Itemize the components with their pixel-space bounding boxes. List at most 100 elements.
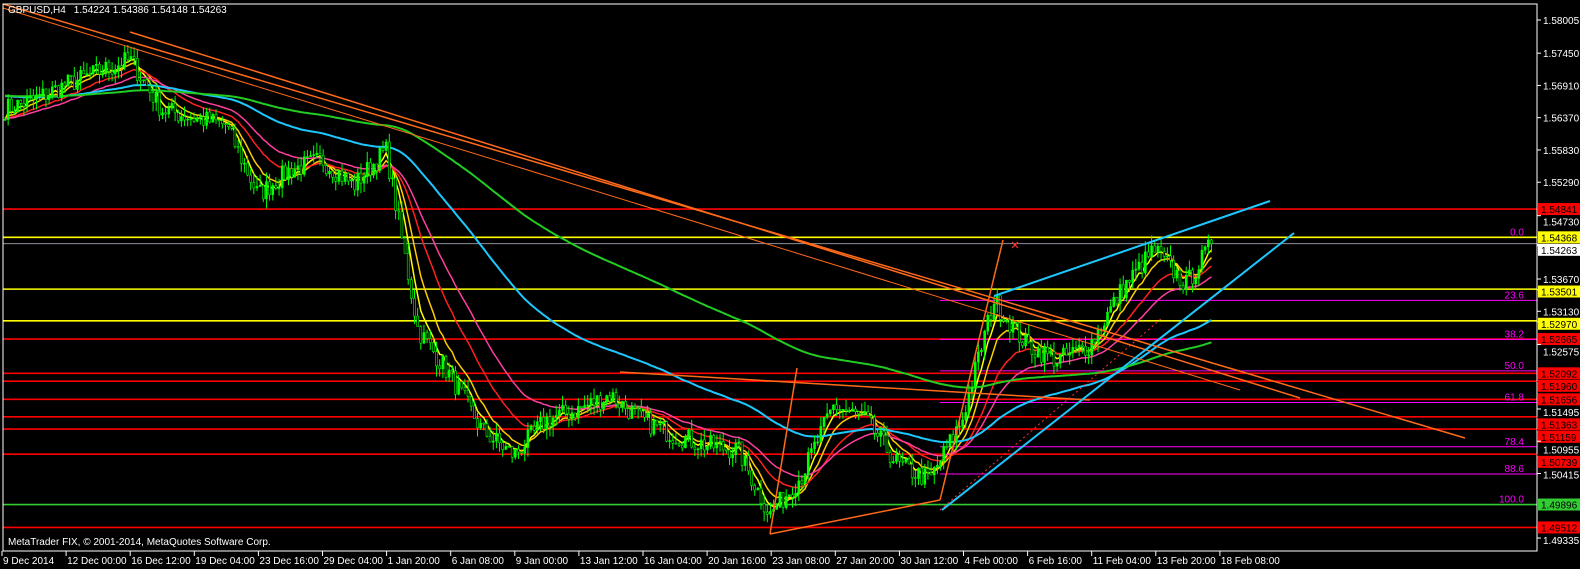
candle[interactable] [214,109,218,124]
trendline[interactable] [129,31,1301,399]
candle[interactable] [422,324,426,345]
candle[interactable] [369,158,372,182]
candle[interactable] [243,157,246,173]
candle[interactable] [964,405,968,429]
candle[interactable] [844,399,848,416]
candle[interactable] [539,411,542,432]
candle[interactable] [803,473,807,488]
candle[interactable] [406,242,410,285]
candle[interactable] [1207,234,1210,255]
candle[interactable] [104,57,108,78]
candle[interactable] [132,47,136,66]
candle[interactable] [977,342,980,370]
candle[interactable] [734,438,738,464]
candle[interactable] [343,169,347,185]
candle[interactable] [277,178,281,196]
candle[interactable] [44,88,48,108]
candle[interactable] [195,115,199,123]
candle[interactable] [1062,344,1065,363]
candle[interactable] [917,467,920,485]
candle[interactable] [810,443,813,459]
candle[interactable] [863,401,867,416]
candle[interactable] [636,405,640,419]
candle[interactable] [438,359,442,377]
candle[interactable] [936,456,939,475]
candle[interactable] [375,163,379,180]
candle[interactable] [709,430,712,450]
candle[interactable] [671,433,675,450]
candle[interactable] [869,406,873,424]
trendline[interactable] [939,317,1163,511]
candle[interactable] [725,449,728,454]
candle[interactable] [926,460,930,480]
candle[interactable] [268,173,271,201]
candle[interactable] [136,49,139,86]
candle[interactable] [712,433,716,453]
candle[interactable] [753,483,757,496]
candle[interactable] [394,177,397,220]
candle[interactable] [192,112,196,123]
candle[interactable] [265,172,268,209]
candle[interactable] [750,469,753,491]
candle[interactable] [806,447,810,480]
candle[interactable] [627,407,631,420]
candle[interactable] [1191,267,1194,293]
candle[interactable] [794,483,797,507]
candle[interactable] [608,391,612,405]
candle[interactable] [441,354,445,379]
candle[interactable] [38,86,41,102]
candle[interactable] [397,200,401,221]
candle[interactable] [658,417,662,432]
candle[interactable] [961,412,964,430]
candle[interactable] [387,133,391,182]
candle[interactable] [674,433,678,445]
candle[interactable] [835,397,838,417]
candle[interactable] [50,81,54,100]
candle[interactable] [347,172,350,185]
candle[interactable] [246,155,249,177]
candle[interactable] [558,403,561,423]
candle[interactable] [595,395,599,414]
candle[interactable] [680,441,684,452]
trendline[interactable] [769,499,941,535]
candle[interactable] [536,415,539,435]
candle[interactable] [362,171,366,193]
candle[interactable] [79,65,82,90]
candle[interactable] [359,163,363,194]
candle[interactable] [416,307,419,327]
candle[interactable] [652,415,656,437]
candle[interactable] [158,90,161,122]
candle[interactable] [1137,252,1141,272]
candle[interactable] [1065,342,1068,356]
candle[interactable] [910,454,914,486]
candle[interactable] [630,402,634,419]
candle[interactable] [920,458,923,486]
candle[interactable] [819,417,823,443]
candle[interactable] [1014,322,1018,328]
candle[interactable] [126,45,130,63]
candle[interactable] [589,392,593,415]
candle[interactable] [47,88,51,105]
candle[interactable] [107,59,111,81]
candle[interactable] [662,421,665,434]
candle[interactable] [617,395,621,417]
candle[interactable] [1147,242,1150,259]
candle[interactable] [1128,279,1131,292]
candle[interactable] [469,395,473,412]
candle[interactable] [473,400,476,420]
candle[interactable] [765,504,769,523]
candle[interactable] [139,71,142,90]
candle[interactable] [41,80,45,97]
candle[interactable] [1175,266,1179,282]
candle[interactable] [504,441,508,450]
candle[interactable] [825,403,829,420]
candle[interactable] [564,400,568,419]
candle[interactable] [435,341,438,377]
candle[interactable] [217,118,221,128]
candle[interactable] [252,172,256,195]
candle[interactable] [1140,254,1144,279]
candle[interactable] [365,151,369,184]
candle[interactable] [466,379,470,403]
candle[interactable] [110,62,114,82]
candle[interactable] [324,163,328,177]
